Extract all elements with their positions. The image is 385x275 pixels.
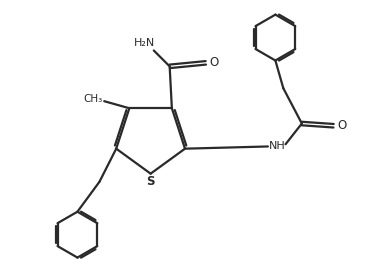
Text: S: S	[146, 175, 155, 188]
Text: CH₃: CH₃	[84, 94, 103, 104]
Text: O: O	[337, 119, 346, 132]
Text: O: O	[209, 56, 218, 69]
Text: H₂N: H₂N	[134, 39, 156, 48]
Text: NH: NH	[269, 141, 286, 152]
